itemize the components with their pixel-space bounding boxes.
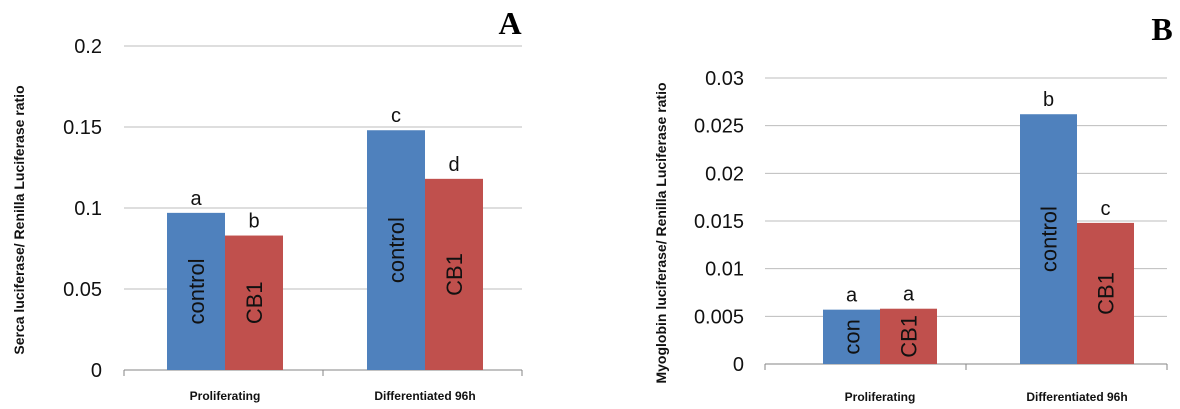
significance-letter: c xyxy=(391,105,401,127)
significance-letter: c xyxy=(1101,198,1111,220)
significance-letter: a xyxy=(846,285,858,307)
y-tick-label: 0.01 xyxy=(705,259,744,281)
bar-inner-label: CB1 xyxy=(1094,272,1119,315)
panel-label: A xyxy=(498,5,521,41)
y-tick-label: 0 xyxy=(91,360,102,382)
y-tick-label: 0 xyxy=(733,354,744,376)
significance-letter: a xyxy=(190,188,202,210)
bar-inner-label: control xyxy=(184,258,209,324)
bar-series2-0 xyxy=(225,235,283,370)
significance-letter: a xyxy=(903,284,915,306)
bar-series1-0 xyxy=(167,212,225,370)
bar-series2-1 xyxy=(1077,222,1134,364)
bar-inner-label: CB1 xyxy=(442,253,467,296)
x-category-label: Differentiated 96h xyxy=(1026,390,1127,404)
bar-series2-1 xyxy=(425,178,483,370)
bar-series1-1 xyxy=(1020,114,1077,364)
y-tick-label: 0.2 xyxy=(74,36,102,58)
y-axis-title: Myoglobin luciferase/ Renilla Luciferase… xyxy=(653,82,669,383)
y-tick-label: 0.02 xyxy=(705,163,744,185)
y-axis-title: Serca luciferase/ Renilla Luciferase rat… xyxy=(11,85,27,354)
significance-letter: b xyxy=(1043,89,1054,111)
bar-series1-0 xyxy=(823,309,880,364)
significance-letter: d xyxy=(448,154,459,176)
chart-panel-b: 0 0.005 0.01 0.015 0.02 0.025 0.03 Proliferatin… xyxy=(653,11,1173,404)
significance-letter: b xyxy=(248,211,259,233)
chart-panel-a: 0 0.05 0.1 0.15 0.2 Proliferating Differentiat… xyxy=(11,5,523,403)
bar-inner-label: CB1 xyxy=(242,281,267,324)
x-category-label: Proliferating xyxy=(190,389,261,403)
y-tick-label: 0.15 xyxy=(63,117,102,139)
y-tick-label: 0.005 xyxy=(694,306,744,328)
bar-inner-label: control xyxy=(384,217,409,283)
bar-inner-label: control xyxy=(1037,206,1062,272)
bar-series1-1 xyxy=(367,130,425,370)
bar-series2-0 xyxy=(880,308,937,364)
x-category-label: Proliferating xyxy=(845,390,916,404)
y-tick-label: 0.1 xyxy=(74,198,102,220)
y-tick-label: 0.015 xyxy=(694,211,744,233)
y-tick-label: 0.03 xyxy=(705,68,744,90)
bar-inner-label: CB1 xyxy=(897,315,922,358)
panel-label: B xyxy=(1151,11,1172,47)
bar-inner-label: con xyxy=(840,319,865,354)
x-category-label: Differentiated 96h xyxy=(374,389,475,403)
y-tick-label: 0.025 xyxy=(694,116,744,138)
y-tick-label: 0.05 xyxy=(63,279,102,301)
